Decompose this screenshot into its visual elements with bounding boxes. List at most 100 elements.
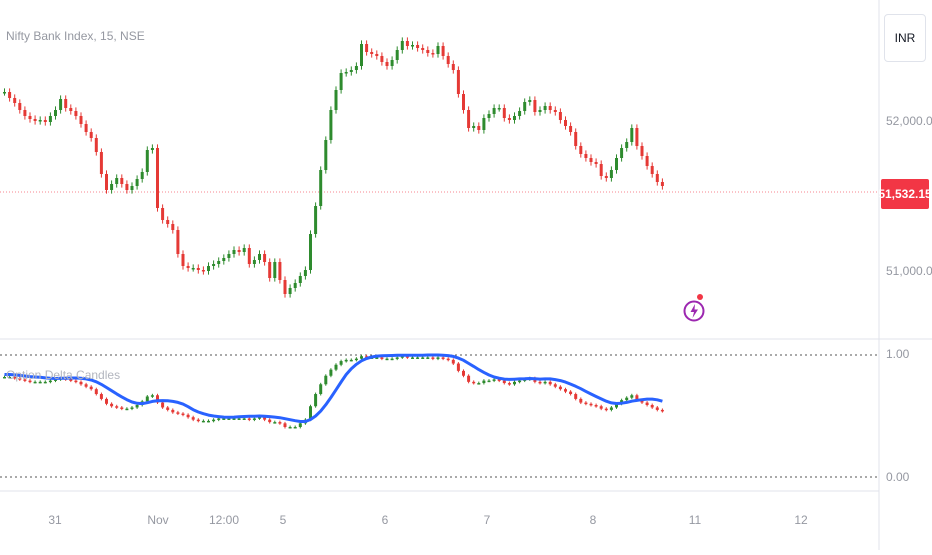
price-candle (161, 208, 165, 220)
time-tick: 5 (279, 513, 287, 527)
delta-candles (3, 354, 664, 429)
price-candle (615, 158, 618, 170)
time-tick: 11 (688, 513, 702, 527)
price-candle (375, 54, 379, 56)
delta-candle (518, 380, 522, 383)
price-candle (620, 148, 624, 158)
osc-tick: 1.00 (886, 347, 910, 361)
price-candle (344, 72, 348, 74)
delta-candle (640, 400, 644, 403)
price-candle (23, 110, 27, 116)
delta-ma-line (4, 353, 663, 423)
price-candle (43, 120, 47, 122)
delta-candle (538, 381, 542, 384)
delta-candle (33, 381, 37, 384)
price-candle (329, 110, 333, 140)
price-candle (176, 230, 180, 254)
delta-candle (390, 358, 394, 361)
price-candle (258, 254, 261, 260)
price-candle (207, 266, 210, 271)
delta-candle (23, 379, 27, 381)
delta-candle (492, 379, 496, 381)
price-candle (201, 270, 205, 272)
delta-candle (400, 356, 404, 358)
delta-candle (354, 358, 358, 361)
delta-candle (594, 405, 598, 407)
symbol-title[interactable]: Nifty Bank Index, 15, NSE (6, 29, 145, 43)
price-candle (298, 276, 302, 283)
price-candle (548, 106, 552, 110)
delta-candle (201, 420, 205, 423)
price-candle (191, 268, 195, 270)
delta-candle (635, 395, 639, 401)
delta-candle (258, 417, 261, 419)
delta-candle (558, 386, 562, 390)
price-candle (431, 53, 435, 55)
lightning-icon[interactable] (683, 291, 707, 325)
delta-candle (513, 381, 516, 385)
price-candle (115, 178, 119, 184)
delta-candle (564, 389, 567, 392)
delta-candle (217, 418, 221, 420)
price-candle (145, 150, 149, 172)
delta-candle (334, 364, 338, 370)
price-candle (482, 118, 486, 130)
delta-candle (543, 381, 547, 384)
delta-candle (625, 397, 629, 401)
delta-candle (273, 422, 277, 424)
time-tick: 31 (48, 513, 62, 527)
price-candle (120, 178, 124, 184)
price-candle (599, 164, 603, 176)
delta-candle (446, 358, 450, 361)
price-candle (283, 280, 287, 294)
delta-candle (431, 357, 435, 359)
price-candle (538, 110, 542, 112)
price-candle (130, 186, 134, 190)
price-candle (492, 108, 496, 114)
price-candle (110, 184, 114, 190)
time-tick: 12 (794, 513, 808, 527)
delta-candle (650, 405, 654, 408)
price-candle (553, 110, 557, 112)
delta-candle (609, 407, 613, 410)
price-candle (609, 170, 613, 178)
price-candle (426, 50, 430, 53)
price-candle (309, 234, 312, 270)
price-candle (263, 254, 267, 262)
delta-candle (574, 394, 578, 399)
delta-candle (477, 383, 481, 385)
delta-candle (145, 396, 149, 402)
delta-candle (385, 358, 389, 361)
price-candle (94, 138, 98, 152)
price-candle (655, 174, 659, 182)
delta-candle (655, 407, 659, 410)
indicator-title[interactable]: Option Delta Candles (6, 368, 121, 382)
currency-button[interactable]: INR (884, 14, 926, 62)
delta-candle (405, 356, 409, 358)
price-candle (513, 116, 516, 120)
delta-candle (212, 419, 216, 422)
price-candle (594, 162, 598, 164)
price-candle (416, 45, 420, 48)
price-candle (625, 142, 629, 148)
delta-candle (43, 381, 47, 384)
price-candle (181, 254, 185, 266)
delta-candle (589, 403, 593, 406)
delta-candle (278, 422, 282, 424)
price-candle (390, 60, 394, 66)
delta-candle (28, 380, 32, 383)
delta-candle (324, 375, 328, 385)
delta-candle (288, 426, 292, 429)
price-candle (411, 45, 414, 47)
price-candle (523, 102, 527, 111)
price-candle (645, 156, 649, 166)
delta-candle (242, 418, 246, 420)
price-candle (268, 262, 272, 278)
price-candle (227, 254, 231, 258)
price-candle (38, 120, 42, 122)
price-candle (3, 92, 6, 94)
price-candle (324, 140, 328, 170)
delta-candle (252, 418, 256, 420)
